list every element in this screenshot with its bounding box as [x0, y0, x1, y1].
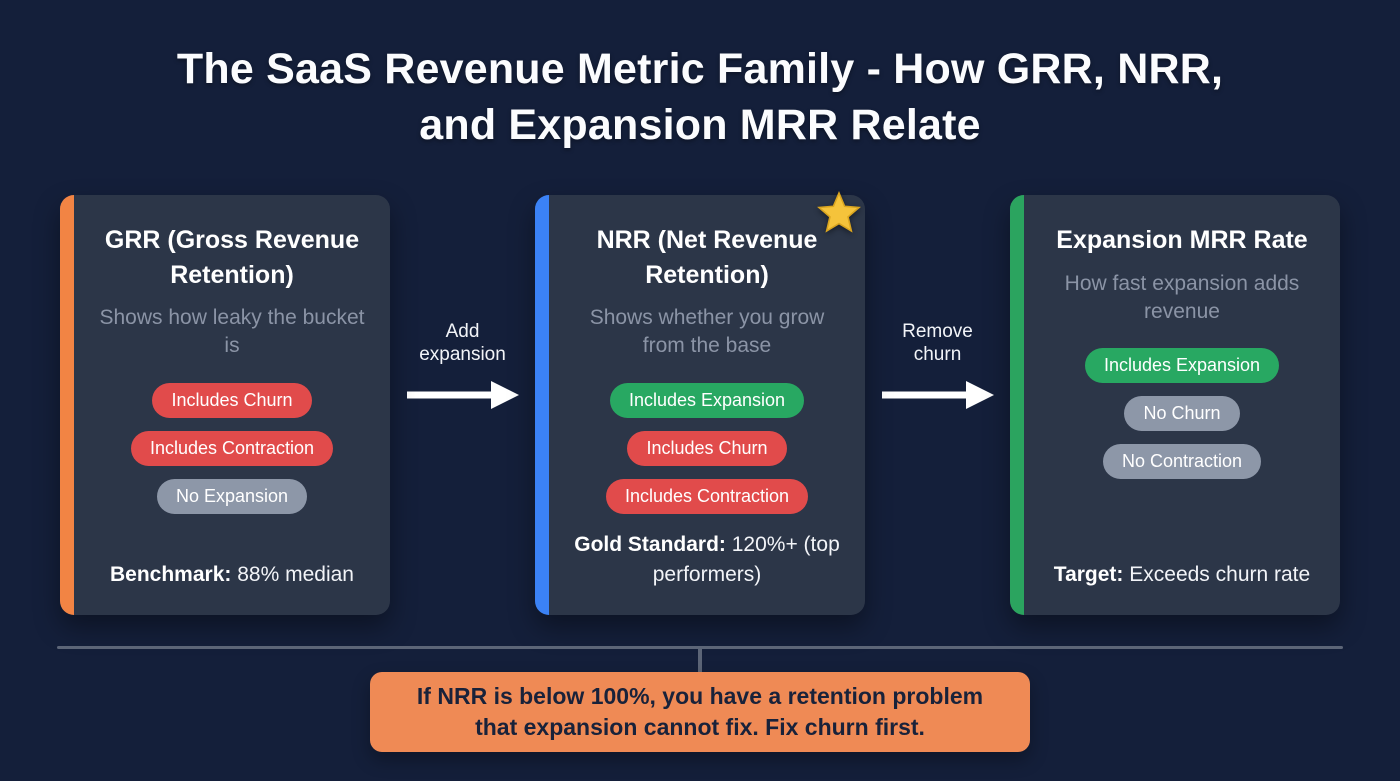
accent-bar	[60, 195, 74, 615]
connector-stub	[698, 648, 702, 674]
card-benchmark: Benchmark: 88% median	[106, 560, 358, 589]
card-title: GRR (Gross Revenue Retention)	[104, 226, 360, 289]
card-grr: GRR (Gross Revenue Retention) Shows how …	[60, 195, 390, 615]
right-arrow-icon	[406, 380, 519, 409]
benchmark-label: Benchmark:	[110, 562, 232, 586]
cards-row: GRR (Gross Revenue Retention) Shows how …	[60, 190, 1340, 615]
pill-list: Includes Expansion Includes Churn Includ…	[605, 382, 809, 514]
accent-bar	[535, 195, 549, 615]
card-surface	[60, 195, 390, 615]
card-benchmark: Gold Standard: 120%+ (top performers)	[569, 530, 845, 589]
page-title: The SaaS Revenue Metric Family - How GRR…	[176, 45, 1224, 149]
card-surface	[1010, 195, 1340, 615]
card-subtitle: Shows whether you grow from the base	[589, 306, 825, 358]
pill: No Expansion	[156, 478, 308, 514]
card-nrr: NRR (Net Revenue Retention) Shows whethe…	[535, 190, 865, 615]
pill: Includes Expansion	[1084, 348, 1280, 384]
right-arrow-icon	[881, 380, 994, 409]
card-body: NRR (Net Revenue Retention) Shows whethe…	[535, 195, 865, 615]
pill-list: Includes Churn Includes Contraction No E…	[130, 382, 334, 514]
benchmark-value: 88% median	[237, 562, 354, 586]
card-expansion-mrr: Expansion MRR Rate How fast expansion ad…	[1010, 195, 1340, 615]
benchmark-value: 120%+ (top performers)	[652, 533, 840, 586]
card-body: Expansion MRR Rate How fast expansion ad…	[1010, 195, 1340, 615]
connector-line	[57, 646, 1343, 649]
card-title: Expansion MRR Rate	[1056, 226, 1308, 254]
pill: Includes Churn	[152, 382, 312, 418]
benchmark-value: Exceeds churn rate	[1129, 562, 1311, 586]
card-surface	[535, 195, 865, 615]
arrow-add-expansion: Add expansion	[390, 321, 535, 413]
callout-note: If NRR is below 100%, you have a retenti…	[370, 672, 1030, 752]
card-benchmark: Target: Exceeds churn rate	[1050, 560, 1314, 589]
accent-bar	[1010, 195, 1024, 615]
card-body: GRR (Gross Revenue Retention) Shows how …	[60, 195, 390, 615]
arrow-label: Remove churn	[902, 321, 973, 365]
benchmark-label: Gold Standard:	[574, 533, 726, 557]
pill-list: Includes Expansion No Churn No Contracti…	[1084, 348, 1280, 480]
card-title: NRR (Net Revenue Retention)	[596, 226, 818, 289]
card-subtitle: Shows how leaky the bucket is	[99, 306, 365, 358]
pill: No Contraction	[1102, 444, 1262, 480]
benchmark-label: Target:	[1053, 562, 1124, 586]
pill: Includes Contraction	[605, 478, 809, 514]
arrow-remove-churn: Remove churn	[865, 321, 1010, 413]
pill: No Churn	[1124, 396, 1240, 432]
star-icon	[817, 190, 861, 233]
card-subtitle: How fast expansion adds revenue	[1064, 271, 1300, 323]
pill: Includes Expansion	[609, 382, 805, 418]
pill: Includes Churn	[627, 430, 787, 466]
arrow-label: Add expansion	[419, 321, 506, 365]
pill: Includes Contraction	[130, 430, 334, 466]
